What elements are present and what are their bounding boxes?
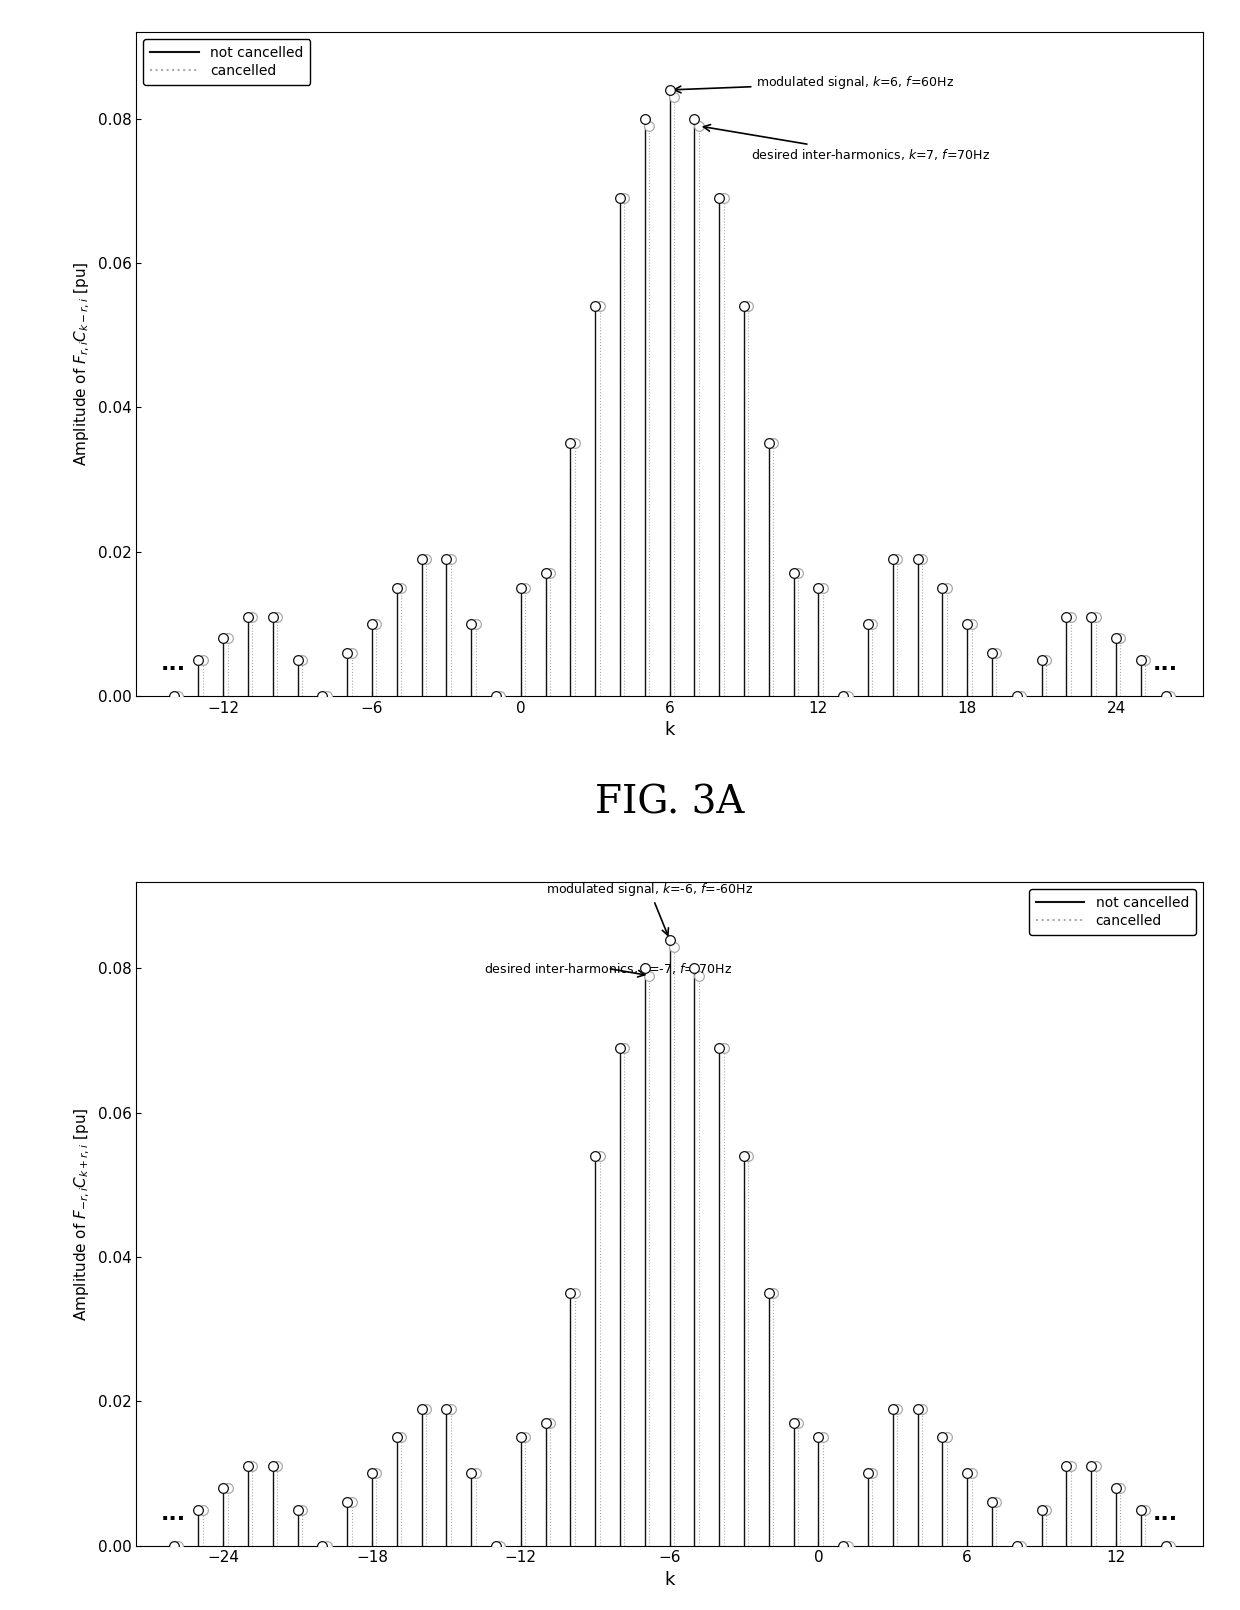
Text: modulated signal, $k$=6, $f$=60Hz: modulated signal, $k$=6, $f$=60Hz [675, 74, 955, 93]
X-axis label: k: k [665, 1571, 675, 1589]
Text: desired inter-harmonics, $k$=7, $f$=70Hz: desired inter-harmonics, $k$=7, $f$=70Hz [703, 124, 991, 163]
Text: ...: ... [161, 654, 186, 675]
Text: ...: ... [1153, 654, 1178, 675]
Text: desired inter-harmonics, $k$=-7, $f$=-70Hz: desired inter-harmonics, $k$=-7, $f$=-70… [484, 961, 732, 977]
Text: ...: ... [1153, 1504, 1178, 1525]
Y-axis label: Amplitude of $F_{-r,i}C_{k+r,i}$ [pu]: Amplitude of $F_{-r,i}C_{k+r,i}$ [pu] [73, 1108, 92, 1320]
Y-axis label: Amplitude of $F_{r,i}C_{k-r,i}$ [pu]: Amplitude of $F_{r,i}C_{k-r,i}$ [pu] [73, 262, 92, 467]
X-axis label: k: k [665, 721, 675, 739]
Legend: not cancelled, cancelled: not cancelled, cancelled [144, 39, 310, 85]
Text: modulated signal, $k$=-6, $f$=-60Hz: modulated signal, $k$=-6, $f$=-60Hz [546, 881, 753, 935]
Text: FIG. 3A: FIG. 3A [595, 784, 744, 821]
Text: ...: ... [161, 1504, 186, 1525]
Legend: not cancelled, cancelled: not cancelled, cancelled [1029, 889, 1195, 935]
